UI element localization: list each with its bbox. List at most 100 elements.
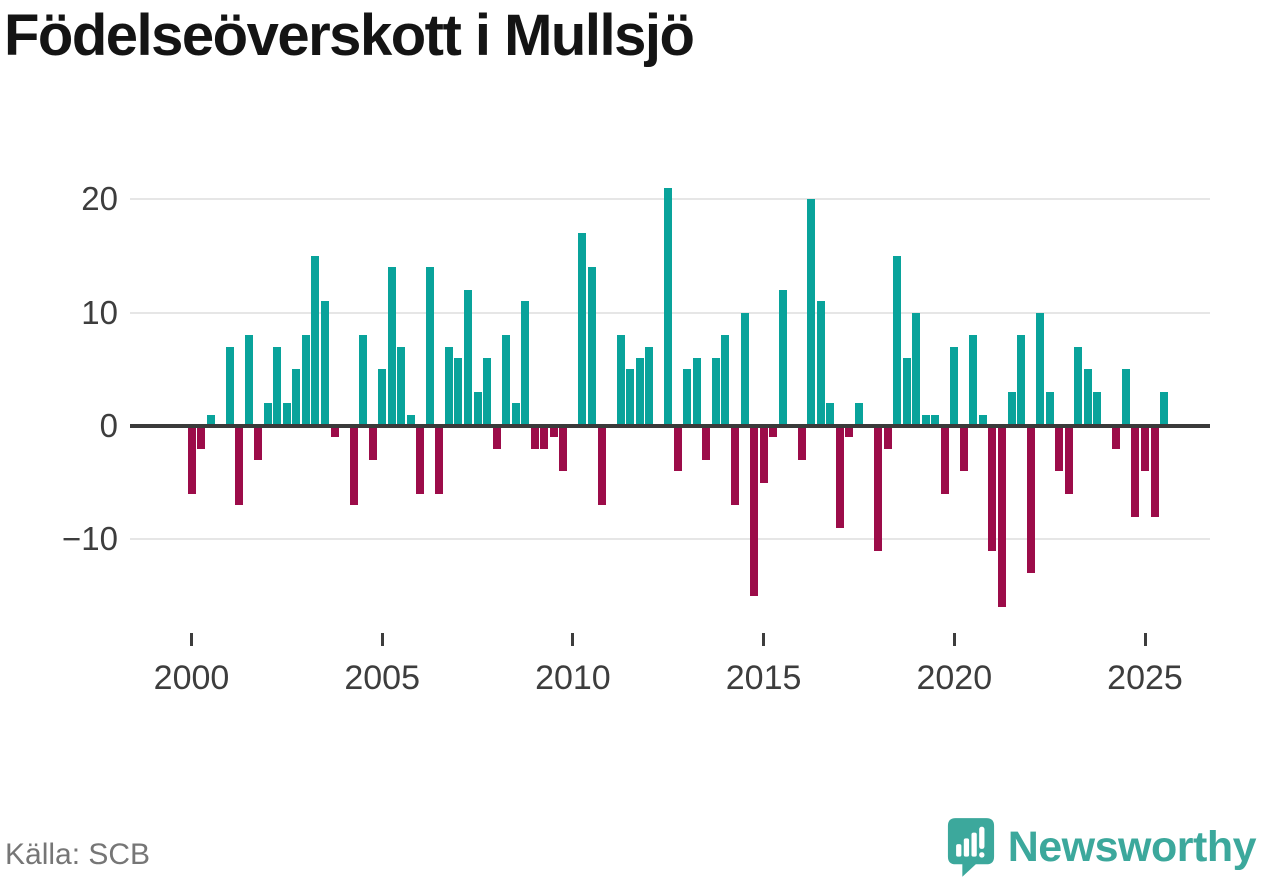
logo-exclamation-dot [978,852,985,858]
data-bar [826,403,835,426]
data-bar [1150,426,1159,517]
data-bar [711,358,720,426]
data-bar [816,301,825,426]
data-bar [645,346,654,426]
gridline-y-10 [130,538,1210,541]
y-axis-label: 10 [81,293,118,331]
data-bar [587,267,596,426]
data-bar [521,301,530,426]
data-bar [1045,392,1054,426]
data-bar [473,392,482,426]
source-label: Källa: SCB [5,838,151,871]
newsworthy-logo: Newsworthy [946,814,1257,879]
data-bar [1112,426,1121,449]
data-bar [635,358,644,426]
data-bar [397,346,406,426]
data-bar [197,426,206,449]
data-bar [940,426,949,494]
data-bar [854,403,863,426]
data-bar [664,188,673,426]
logo-bar-large [971,832,977,857]
data-bar [1121,369,1130,426]
data-bar [1026,426,1035,574]
data-bar [511,403,520,426]
data-bar [301,335,310,426]
data-bar [349,426,358,506]
data-bar [320,301,329,426]
x-axis-label: 2020 [916,659,993,697]
data-bar [931,414,940,426]
y-axis-label: 20 [81,180,118,218]
data-bar [292,369,301,426]
data-bar [978,414,987,426]
data-bar [244,335,253,426]
data-bar [692,358,701,426]
data-bar [807,199,816,426]
chart-title: Födelseöverskott i Mullsjö [4,3,695,68]
data-bar [206,414,215,426]
data-bar [387,267,396,426]
data-bar [950,346,959,426]
logo-exclamation-stem [978,826,985,849]
data-bar [311,256,320,426]
data-bar [997,426,1006,608]
data-bar [225,346,234,426]
data-bar [740,312,749,426]
data-bar [902,358,911,426]
data-bar [282,403,291,426]
data-bar [235,426,244,506]
data-bar [835,426,844,528]
x-axis-label: 2015 [725,659,802,697]
data-bar [578,233,587,426]
y-axis-label: 0 [99,407,118,444]
logo-bar-medium [963,838,969,857]
data-bar [330,426,339,438]
data-bar [959,426,968,472]
data-bar [464,290,472,426]
data-bar [416,426,425,494]
data-bar [921,414,930,426]
data-bar [368,426,377,460]
data-bar [378,369,387,426]
data-bar [187,426,196,494]
data-bar [1131,426,1140,517]
newsworthy-wordmark: Newsworthy [1007,822,1257,871]
data-bar [263,403,272,426]
data-bar [988,426,997,551]
data-bar [435,426,444,494]
data-bar [1055,426,1064,472]
data-bar [1036,312,1045,426]
data-bar [1160,392,1169,426]
zero-axis-line [130,424,1210,428]
data-bar [597,426,606,506]
data-bar [530,426,539,449]
data-bar [626,369,635,426]
data-bar [273,346,282,426]
data-bar [483,358,492,426]
data-bar [778,290,787,426]
x-axis-tick [1143,633,1147,646]
data-bar [883,426,892,449]
data-bar [1064,426,1073,494]
data-bar [444,346,453,426]
data-bar [359,335,368,426]
data-bar [549,426,558,438]
data-bar [721,335,730,426]
data-bar [254,426,263,460]
newsworthy-logo-icon [947,818,994,877]
x-axis-tick [380,633,384,646]
data-bar [969,335,978,426]
data-bar [797,426,806,460]
data-bar [502,335,511,426]
x-axis-label: 2010 [535,659,611,697]
data-bar [893,256,902,426]
data-bar [559,426,568,472]
data-bar [1093,392,1102,426]
data-bar [673,426,682,472]
data-bar [750,426,759,596]
data-bar [769,426,778,438]
data-bar [1141,426,1149,472]
data-bar [1007,392,1016,426]
data-bar [1083,369,1092,426]
